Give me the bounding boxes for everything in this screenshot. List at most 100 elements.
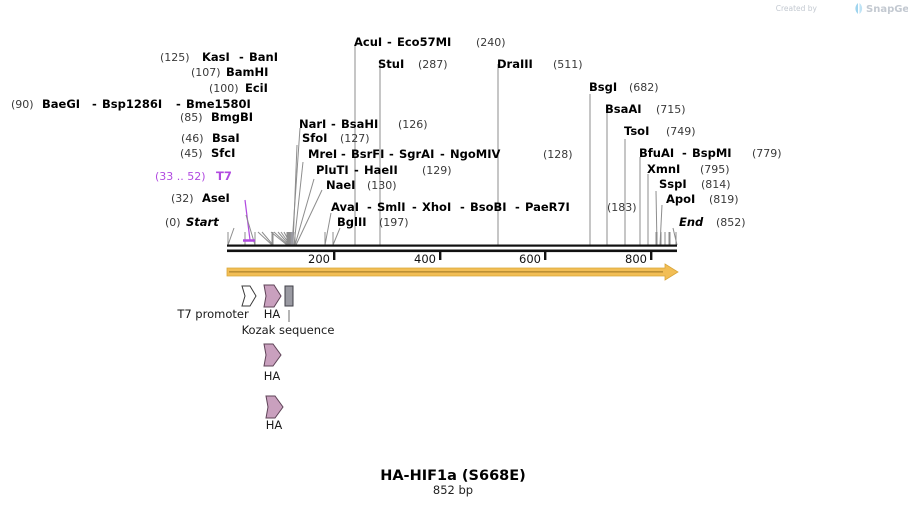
ha-tag-arrow-1[interactable] (263, 284, 282, 308)
leader-line-bglii (332, 227, 341, 246)
leader-line-pluti-haeii (294, 178, 315, 246)
site-label-naei[interactable]: NaeI (130) (326, 178, 397, 192)
site-name-bfuai: BfuAI (639, 146, 674, 160)
site-label-pluti-haeii[interactable]: PluTI - HaeII (129) (316, 163, 452, 177)
site-label-sfci[interactable]: (45) SfcI (180, 146, 235, 160)
site-name-haeii: HaeII (364, 163, 398, 177)
site-name-sspi: SspI (659, 177, 687, 191)
site-separator: - (387, 35, 392, 49)
site-name-sfci: SfcI (211, 146, 235, 160)
site-label-bsai[interactable]: (46) BsaI (181, 131, 240, 145)
site-separator: - (239, 50, 244, 64)
leader-line-baegi (273, 231, 289, 246)
site-name-mrei: MreI (308, 147, 337, 161)
site-name-end: End (679, 215, 704, 229)
site-name-bsrfi: BsrFI (351, 147, 384, 161)
site-name-ngomiv: NgoMIV (450, 147, 500, 161)
leader-line-apoi (659, 204, 663, 246)
ruler-tick-label-200: 200 (308, 252, 330, 266)
feature-label-t7-range[interactable]: (33 .. 52) T7 (155, 169, 232, 183)
site-label-nari-bsahi[interactable]: NarI - BsaHI (126) (299, 117, 428, 131)
site-label-asei[interactable]: (32) AseI (171, 191, 230, 205)
site-label-tsoi[interactable]: TsoI (749) (624, 124, 696, 138)
site-position-90: (90) (11, 98, 34, 111)
site-label-bsaai[interactable]: BsaAI (715) (605, 102, 686, 116)
site-separator: - (682, 146, 687, 160)
ha-tag-arrow-3[interactable] (265, 395, 284, 419)
site-label-bamhi[interactable]: (107) BamHI (191, 65, 268, 79)
site-name-apoi: ApoI (666, 192, 695, 206)
site-name-paer7i: PaeR7I (525, 200, 570, 214)
construct-length: 852 bp (433, 483, 473, 497)
site-name-smli: SmlI (377, 200, 406, 214)
site-position-46: (46) (181, 132, 204, 145)
ruler: 200 400 600 800 (308, 252, 653, 266)
site-name-baegi: BaeGI (42, 97, 80, 111)
t7-promoter-arrow[interactable] (241, 285, 257, 307)
construct-title-group: HA-HIF1a (S668E) 852 bp (380, 468, 526, 497)
leader-line-bmgbi (270, 231, 288, 246)
site-position-682: (682) (629, 81, 659, 94)
site-label-stui[interactable]: StuI (287) (378, 57, 448, 71)
site-position-795: (795) (700, 163, 730, 176)
site-separator: - (176, 97, 181, 111)
site-label-avai-group[interactable]: AvaI - SmlI - XhoI - BsoBI - PaeR7I (183… (331, 200, 637, 214)
watermark-brand: SnapGene (866, 4, 908, 15)
site-label-bsgi[interactable]: BsgI (682) (589, 80, 659, 94)
site-name-eco57mi: Eco57MI (397, 35, 451, 49)
feature-row-2: HA (263, 343, 282, 383)
site-position-511: (511) (553, 58, 583, 71)
enzyme-labels-middle: AcuI - Eco57MI (240) StuI (287) DraIII (… (299, 35, 637, 229)
site-name-avai: AvaI (331, 200, 359, 214)
site-label-sspi[interactable]: SspI (814) (659, 177, 731, 191)
leader-line-mrei (293, 161, 304, 246)
site-name-bglii: BglII (337, 215, 367, 229)
feature-name-t7: T7 (216, 169, 232, 183)
ruler-tick-200: 200 (308, 252, 336, 266)
feature-label-t7-promoter: T7 promoter (176, 307, 249, 321)
leader-lines-group (227, 46, 678, 246)
site-position-128: (128) (543, 148, 573, 161)
site-name-bsai: BsaI (212, 131, 240, 145)
site-separator: - (389, 147, 394, 161)
site-label-start[interactable]: (0) Start (165, 215, 219, 229)
site-label-draiii[interactable]: DraIII (511) (497, 57, 583, 71)
site-label-apoi[interactable]: ApoI (819) (666, 192, 739, 206)
site-label-bmgbi[interactable]: (85) BmgBI (180, 110, 253, 124)
site-name-bsobi: BsoBI (470, 200, 507, 214)
site-position-45: (45) (180, 147, 203, 160)
site-label-ecii[interactable]: (100) EciI (209, 81, 268, 95)
site-label-bglii[interactable]: BglII (197) (337, 215, 409, 229)
feature-label-ha-2: HA (264, 369, 281, 383)
construct-title: HA-HIF1a (S668E) (380, 468, 526, 484)
ruler-tick-600: 600 (519, 252, 547, 266)
leader-line-sfci (257, 231, 273, 246)
site-name-draiii: DraIII (497, 57, 533, 71)
site-separator: - (515, 200, 520, 214)
site-label-bfuai-bspmi[interactable]: BfuAI - BspMI (779) (639, 146, 782, 160)
ruler-tick-label-600: 600 (519, 252, 541, 266)
feature-row-1 (241, 284, 294, 308)
site-name-nari: NarI (299, 117, 326, 131)
snapgene-leaf-icon (855, 3, 863, 14)
feature-row-1-labels: T7 promoter HA Kozak sequence (176, 307, 334, 337)
site-separator: - (367, 200, 372, 214)
site-position-107: (107) (191, 66, 221, 79)
site-name-kasi: KasI (202, 50, 230, 64)
kozak-sequence-box[interactable] (284, 285, 294, 307)
ha-tag-arrow-2[interactable] (263, 343, 282, 367)
ruler-tick-label-800: 800 (625, 252, 647, 266)
site-label-acui-eco57mi[interactable]: AcuI - Eco57MI (240) (354, 35, 506, 49)
site-position-130: (130) (367, 179, 397, 192)
site-position-85: (85) (180, 111, 203, 124)
site-name-bspmi: BspMI (692, 146, 732, 160)
site-label-end[interactable]: End (852) (679, 215, 746, 229)
site-label-baegi-group[interactable]: (90) BaeGI - Bsp1286I - Bme1580I (11, 97, 251, 111)
site-separator: - (460, 200, 465, 214)
site-label-kasi-bani[interactable]: (125) KasI - BanI (160, 50, 278, 64)
site-position-0: (0) (165, 216, 181, 229)
site-label-sfoi[interactable]: SfoI (127) (302, 131, 370, 145)
site-label-xmni[interactable]: XmnI (795) (647, 162, 730, 176)
site-label-mrei-group[interactable]: MreI - BsrFI - SgrAI - NgoMIV (128) (308, 147, 573, 161)
